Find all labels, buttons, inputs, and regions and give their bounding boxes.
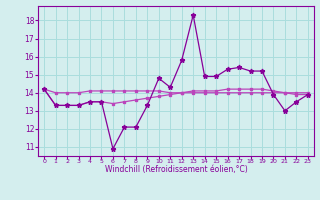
X-axis label: Windchill (Refroidissement éolien,°C): Windchill (Refroidissement éolien,°C) [105,165,247,174]
